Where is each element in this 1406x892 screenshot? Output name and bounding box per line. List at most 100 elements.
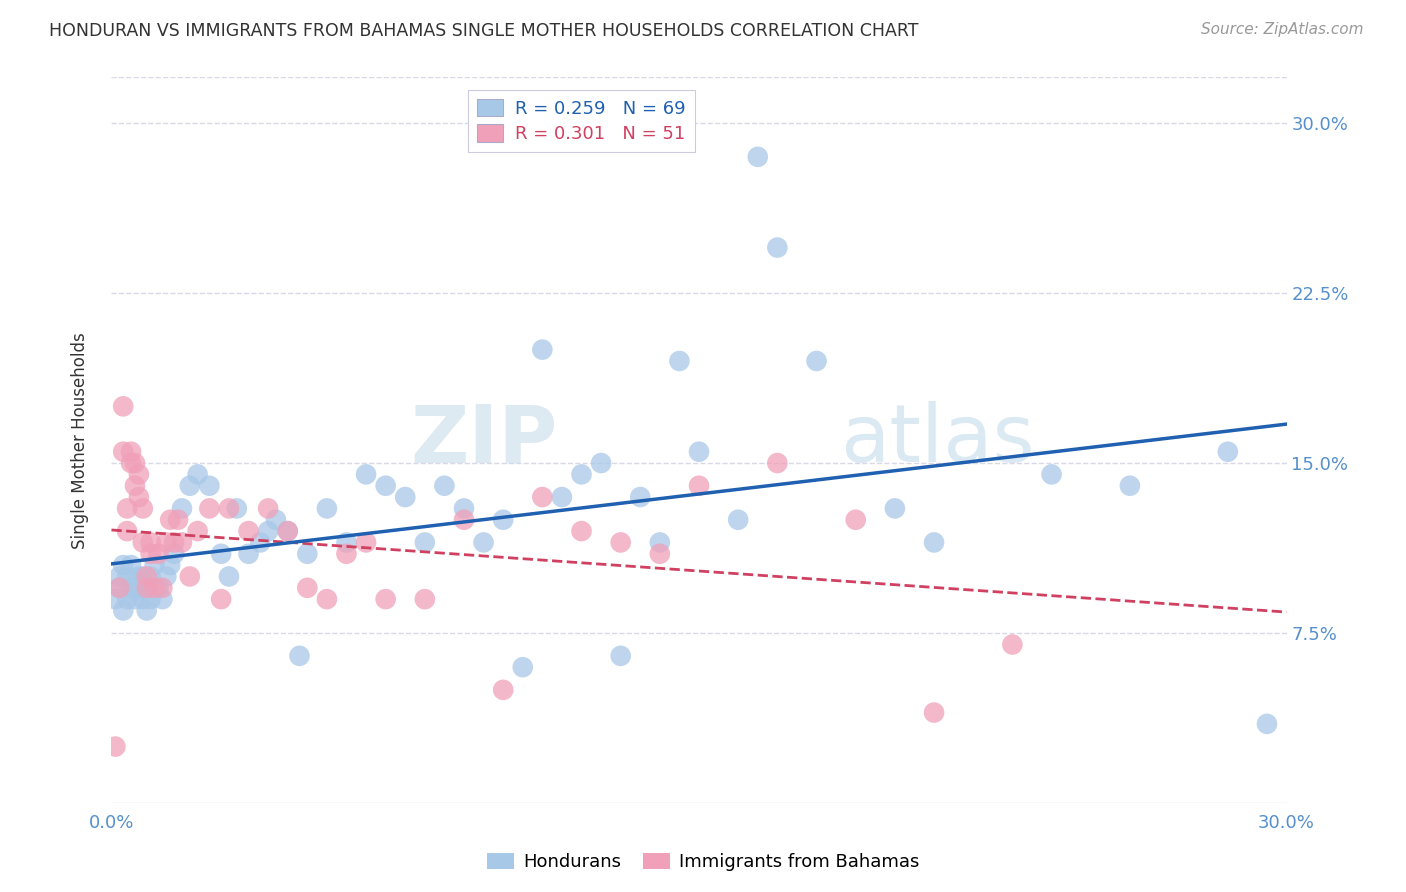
- Point: [845, 513, 868, 527]
- Point: [198, 501, 221, 516]
- Point: [727, 513, 749, 527]
- Point: [120, 456, 142, 470]
- Point: [218, 501, 240, 516]
- Point: [209, 547, 232, 561]
- Point: [628, 490, 651, 504]
- Point: [249, 535, 271, 549]
- Point: [150, 592, 173, 607]
- Point: [648, 535, 671, 549]
- Point: [128, 569, 150, 583]
- Point: [135, 581, 157, 595]
- Point: [374, 592, 396, 607]
- Point: [163, 535, 186, 549]
- Point: [374, 479, 396, 493]
- Point: [115, 501, 138, 516]
- Point: [115, 592, 138, 607]
- Point: [1119, 479, 1142, 493]
- Point: [108, 569, 131, 583]
- Point: [225, 501, 247, 516]
- Point: [128, 581, 150, 595]
- Point: [472, 535, 495, 549]
- Point: [453, 513, 475, 527]
- Point: [155, 535, 177, 549]
- Point: [112, 603, 135, 617]
- Point: [143, 581, 166, 595]
- Point: [124, 581, 146, 595]
- Point: [257, 501, 280, 516]
- Point: [128, 490, 150, 504]
- Point: [883, 501, 905, 516]
- Point: [124, 456, 146, 470]
- Point: [209, 592, 232, 607]
- Point: [335, 535, 357, 549]
- Point: [531, 490, 554, 504]
- Point: [139, 569, 162, 583]
- Point: [112, 558, 135, 573]
- Point: [143, 558, 166, 573]
- Point: [668, 354, 690, 368]
- Point: [492, 682, 515, 697]
- Point: [150, 581, 173, 595]
- Point: [571, 524, 593, 538]
- Point: [112, 444, 135, 458]
- Point: [571, 467, 593, 482]
- Legend: Hondurans, Immigrants from Bahamas: Hondurans, Immigrants from Bahamas: [479, 846, 927, 879]
- Point: [179, 569, 201, 583]
- Y-axis label: Single Mother Households: Single Mother Households: [72, 332, 89, 549]
- Point: [115, 569, 138, 583]
- Point: [170, 535, 193, 549]
- Point: [120, 558, 142, 573]
- Point: [264, 513, 287, 527]
- Point: [492, 513, 515, 527]
- Point: [163, 547, 186, 561]
- Point: [108, 581, 131, 595]
- Point: [413, 592, 436, 607]
- Point: [648, 547, 671, 561]
- Point: [297, 581, 319, 595]
- Text: HONDURAN VS IMMIGRANTS FROM BAHAMAS SINGLE MOTHER HOUSEHOLDS CORRELATION CHART: HONDURAN VS IMMIGRANTS FROM BAHAMAS SING…: [49, 22, 918, 40]
- Point: [551, 490, 574, 504]
- Point: [806, 354, 828, 368]
- Point: [1001, 638, 1024, 652]
- Point: [609, 535, 631, 549]
- Point: [179, 479, 201, 493]
- Point: [132, 569, 155, 583]
- Text: Source: ZipAtlas.com: Source: ZipAtlas.com: [1201, 22, 1364, 37]
- Point: [688, 444, 710, 458]
- Point: [135, 603, 157, 617]
- Point: [132, 535, 155, 549]
- Point: [155, 569, 177, 583]
- Point: [187, 467, 209, 482]
- Point: [922, 535, 945, 549]
- Point: [124, 592, 146, 607]
- Point: [766, 456, 789, 470]
- Point: [159, 513, 181, 527]
- Point: [135, 581, 157, 595]
- Text: ZIP: ZIP: [411, 401, 558, 479]
- Point: [591, 456, 613, 470]
- Point: [766, 241, 789, 255]
- Point: [135, 569, 157, 583]
- Point: [316, 592, 339, 607]
- Point: [288, 648, 311, 663]
- Point: [170, 501, 193, 516]
- Point: [277, 524, 299, 538]
- Legend: R = 0.259   N = 69, R = 0.301   N = 51: R = 0.259 N = 69, R = 0.301 N = 51: [468, 90, 695, 152]
- Point: [104, 739, 127, 754]
- Point: [354, 467, 377, 482]
- Point: [335, 547, 357, 561]
- Point: [316, 501, 339, 516]
- Point: [257, 524, 280, 538]
- Point: [139, 535, 162, 549]
- Text: atlas: atlas: [839, 401, 1035, 479]
- Point: [124, 479, 146, 493]
- Point: [297, 547, 319, 561]
- Point: [198, 479, 221, 493]
- Point: [512, 660, 534, 674]
- Point: [747, 150, 769, 164]
- Point: [159, 558, 181, 573]
- Point: [238, 547, 260, 561]
- Point: [1040, 467, 1063, 482]
- Point: [139, 547, 162, 561]
- Point: [277, 524, 299, 538]
